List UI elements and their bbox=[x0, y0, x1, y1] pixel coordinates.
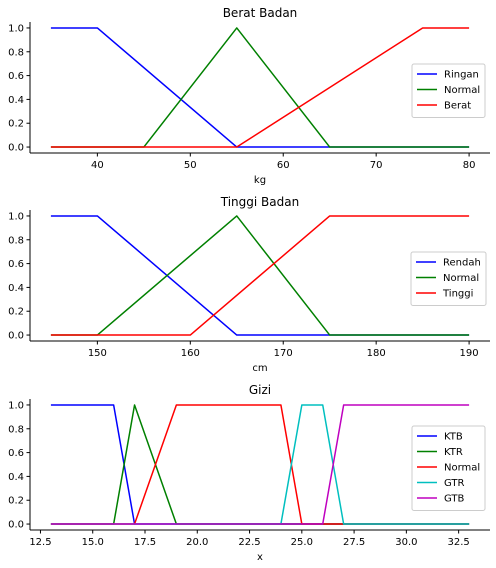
legend-label-tinggi: Tinggi bbox=[442, 289, 473, 300]
series-line-gtr bbox=[50, 404, 470, 525]
legend-label-ktr: KTR bbox=[444, 447, 463, 458]
y-tick-label: 0.6 bbox=[8, 448, 24, 459]
legend-label-gtb: GTB bbox=[444, 494, 465, 505]
y-tick-label: 0.4 bbox=[8, 283, 24, 294]
y-tick-label: 0.2 bbox=[8, 307, 24, 318]
y-tick-label: 0.2 bbox=[8, 119, 24, 130]
y-tick-label: 0.0 bbox=[8, 143, 24, 154]
x-tick-label: 22.5 bbox=[238, 537, 260, 548]
y-tick-label: 1.0 bbox=[8, 23, 24, 34]
x-axis-label: kg bbox=[254, 175, 266, 186]
legend-label-normal: Normal bbox=[444, 463, 480, 474]
chart-title: Berat Badan bbox=[223, 6, 298, 20]
x-axis-label: cm bbox=[252, 363, 267, 374]
x-tick-label: 30.0 bbox=[395, 537, 417, 548]
legend: Ringan Normal Berat bbox=[411, 63, 486, 118]
x-tick-label: 50 bbox=[184, 160, 197, 171]
subplot-1: Berat Badan 0.0 0.2 0.4 0.6 0.8 1.0 40 50 60 70 80 k… bbox=[8, 6, 490, 186]
x-tick-label: 40 bbox=[91, 160, 104, 171]
series-line-berat bbox=[50, 27, 470, 148]
x-tick-label: 190 bbox=[460, 348, 479, 359]
legend-label-ktb: KTB bbox=[444, 432, 463, 443]
x-tick-label: 27.5 bbox=[343, 537, 365, 548]
x-tick-label: 170 bbox=[274, 348, 293, 359]
y-tick-label: 1.0 bbox=[8, 211, 24, 222]
legend: Rendah Normal Tinggi bbox=[410, 251, 487, 306]
x-tick-label: 15.0 bbox=[82, 537, 104, 548]
y-tick-label: 0.2 bbox=[8, 496, 24, 507]
legend-label-normal: Normal bbox=[443, 273, 479, 284]
legend-box bbox=[411, 425, 486, 511]
x-tick-label: 17.5 bbox=[134, 537, 156, 548]
series-line-ktb bbox=[50, 404, 470, 525]
x-tick-label: 20.0 bbox=[186, 537, 208, 548]
y-tick-label: 0.4 bbox=[8, 472, 24, 483]
y-tick-label: 0.0 bbox=[8, 331, 24, 342]
y-tick-label: 0.8 bbox=[8, 235, 24, 246]
x-tick-label: 150 bbox=[88, 348, 107, 359]
x-tick-label: 25.0 bbox=[291, 537, 313, 548]
legend-label-gtr: GTR bbox=[444, 478, 465, 489]
y-tick-label: 1.0 bbox=[8, 400, 24, 411]
x-tick-label: 80 bbox=[463, 160, 476, 171]
x-tick-label: 60 bbox=[277, 160, 290, 171]
subplot-2: Tinggi Badan 0.0 0.2 0.4 0.6 0.8 1.0 150 160 170 1… bbox=[8, 195, 490, 374]
x-tick-label: 12.5 bbox=[29, 537, 51, 548]
series-line-normal bbox=[50, 27, 470, 148]
y-tick-label: 0.6 bbox=[8, 259, 24, 270]
x-tick-label: 32.5 bbox=[448, 537, 470, 548]
series-line-ktr bbox=[50, 404, 470, 525]
chart-title: Tinggi Badan bbox=[220, 195, 299, 209]
legend-box bbox=[411, 63, 486, 118]
x-axis-label: x bbox=[257, 552, 263, 563]
y-tick-label: 0.8 bbox=[8, 424, 24, 435]
legend-box bbox=[410, 251, 487, 306]
series-line-gtb bbox=[50, 404, 470, 525]
legend-label-ringan: Ringan bbox=[444, 70, 479, 81]
y-tick-label: 0.8 bbox=[8, 47, 24, 58]
series-line-ringan bbox=[50, 27, 470, 148]
y-tick-label: 0.4 bbox=[8, 95, 24, 106]
x-tick-label: 160 bbox=[181, 348, 200, 359]
legend-label-normal: Normal bbox=[444, 85, 480, 96]
legend: KTB KTR Normal GTR GTB bbox=[411, 425, 486, 511]
y-tick-label: 0.0 bbox=[8, 520, 24, 531]
legend-label-berat: Berat bbox=[444, 101, 471, 112]
y-tick-label: 0.6 bbox=[8, 71, 24, 82]
x-tick-label: 70 bbox=[370, 160, 383, 171]
series-line-tinggi bbox=[50, 215, 470, 336]
chart-title: Gizi bbox=[249, 383, 271, 397]
legend-label-rendah: Rendah bbox=[443, 258, 481, 269]
series-line-normal bbox=[50, 404, 470, 525]
subplot-3: Gizi 0.0 0.2 0.4 0.6 0.8 1.0 12.5 15.0 17.5 20.0 22… bbox=[8, 383, 490, 563]
x-tick-label: 180 bbox=[367, 348, 386, 359]
